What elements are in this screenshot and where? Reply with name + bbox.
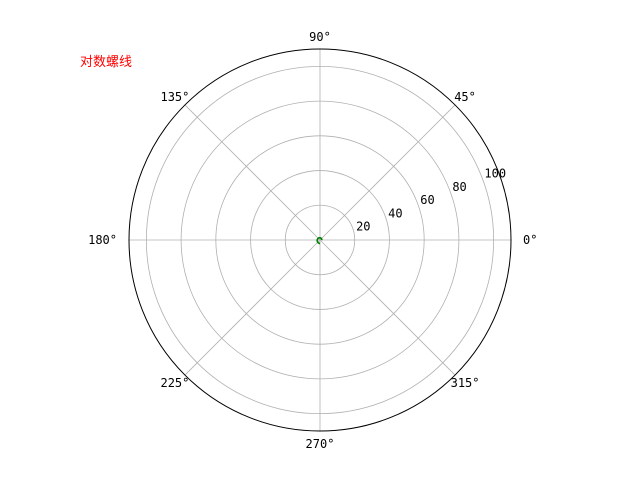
theta-tick-label: 45° [454, 90, 476, 104]
label-layer: 0° 45° 90° 135° 180° 225° 270° 315° 20 40 60 80 100 [88, 30, 537, 451]
r-tick-label: 20 [356, 220, 370, 234]
theta-tick-label: 90° [309, 30, 331, 44]
r-tick-label: 100 [484, 167, 506, 181]
grid-layer [128, 48, 512, 432]
theta-grid-line [184, 239, 321, 376]
r-tick-label: 40 [388, 206, 402, 220]
theta-grid-line [319, 104, 456, 241]
theta-tick-label: 315° [451, 376, 480, 390]
r-tick-label: 60 [420, 193, 434, 207]
chart-title: 对数螺线 [80, 55, 132, 70]
theta-tick-label: 270° [306, 437, 335, 451]
spiral-series-line [316, 236, 323, 245]
theta-grid-line [319, 239, 456, 376]
series-layer [316, 236, 323, 245]
theta-tick-label: 225° [160, 376, 189, 390]
polar-frame [128, 48, 512, 432]
r-tick-label: 80 [452, 180, 466, 194]
theta-tick-label: 180° [88, 233, 117, 247]
theta-grid-line [184, 104, 321, 241]
theta-tick-label: 135° [160, 90, 189, 104]
theta-tick-label: 0° [523, 233, 537, 247]
